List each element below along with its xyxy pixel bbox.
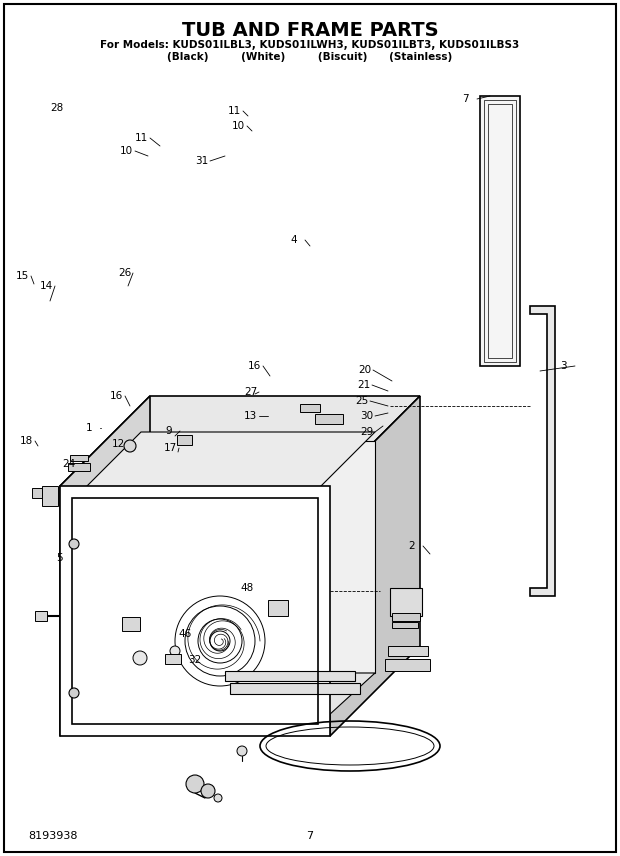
Text: 11: 11 xyxy=(228,106,241,116)
Text: 21: 21 xyxy=(357,380,370,390)
Bar xyxy=(315,414,343,424)
Text: 8193938: 8193938 xyxy=(28,831,78,841)
Text: 24: 24 xyxy=(62,459,75,469)
Polygon shape xyxy=(141,441,375,673)
Bar xyxy=(68,463,90,471)
Text: 7: 7 xyxy=(306,831,314,841)
Text: 16: 16 xyxy=(248,361,261,371)
Text: 10: 10 xyxy=(232,121,245,131)
Bar xyxy=(385,659,430,671)
Text: 25: 25 xyxy=(355,396,368,406)
Bar xyxy=(392,613,420,621)
Text: 30: 30 xyxy=(360,411,373,421)
Text: 1: 1 xyxy=(86,423,92,433)
Text: 10: 10 xyxy=(120,146,133,156)
Text: 26: 26 xyxy=(118,268,131,278)
Text: 28: 28 xyxy=(50,103,63,113)
Text: 27: 27 xyxy=(244,387,257,397)
Polygon shape xyxy=(330,396,420,736)
Bar xyxy=(488,104,512,358)
Polygon shape xyxy=(225,671,355,681)
Bar xyxy=(300,404,320,412)
Polygon shape xyxy=(60,396,420,486)
Text: 2: 2 xyxy=(408,541,415,551)
Text: 32: 32 xyxy=(188,655,202,665)
Bar xyxy=(70,455,88,461)
Text: 12: 12 xyxy=(112,439,125,449)
Bar xyxy=(165,654,181,664)
Text: 31: 31 xyxy=(195,156,208,166)
Bar xyxy=(32,488,42,498)
Circle shape xyxy=(186,775,204,793)
Text: 3: 3 xyxy=(560,361,567,371)
Bar xyxy=(480,96,520,366)
Text: 16: 16 xyxy=(110,391,123,401)
Text: 17: 17 xyxy=(164,443,177,453)
Text: 18: 18 xyxy=(20,436,33,446)
Bar xyxy=(42,486,58,506)
Bar xyxy=(268,600,288,616)
Bar xyxy=(484,100,516,362)
Text: 7: 7 xyxy=(462,94,469,104)
Text: 14: 14 xyxy=(40,281,53,291)
Polygon shape xyxy=(530,306,555,596)
Polygon shape xyxy=(60,486,330,736)
Text: 29: 29 xyxy=(360,427,373,437)
Text: 20: 20 xyxy=(358,365,371,375)
Circle shape xyxy=(237,746,247,756)
Circle shape xyxy=(69,539,79,549)
Text: TUB AND FRAME PARTS: TUB AND FRAME PARTS xyxy=(182,21,438,39)
Text: 48: 48 xyxy=(240,583,253,593)
Polygon shape xyxy=(78,432,375,495)
Bar xyxy=(177,435,192,445)
Text: For Models: KUDS01ILBL3, KUDS01ILWH3, KUDS01ILBT3, KUDS01ILBS3: For Models: KUDS01ILBL3, KUDS01ILWH3, KU… xyxy=(100,40,520,50)
Circle shape xyxy=(124,440,136,452)
Text: 11: 11 xyxy=(135,133,148,143)
Text: 4: 4 xyxy=(290,235,296,245)
Text: (Black)         (White)         (Biscuit)      (Stainless): (Black) (White) (Biscuit) (Stainless) xyxy=(167,52,453,62)
Circle shape xyxy=(69,688,79,698)
Bar xyxy=(122,617,140,631)
Circle shape xyxy=(201,784,215,798)
Bar xyxy=(35,611,47,621)
Circle shape xyxy=(214,794,222,802)
Text: 5: 5 xyxy=(56,553,63,563)
Polygon shape xyxy=(230,683,360,694)
Text: 46: 46 xyxy=(178,629,191,639)
Polygon shape xyxy=(60,396,150,736)
Bar xyxy=(392,622,418,628)
Bar xyxy=(388,646,428,656)
Bar xyxy=(390,588,422,616)
Polygon shape xyxy=(78,673,375,731)
Circle shape xyxy=(133,651,147,665)
Text: 13: 13 xyxy=(244,411,257,421)
Circle shape xyxy=(170,646,180,656)
Text: 9: 9 xyxy=(165,426,172,436)
Text: 15: 15 xyxy=(16,271,29,281)
